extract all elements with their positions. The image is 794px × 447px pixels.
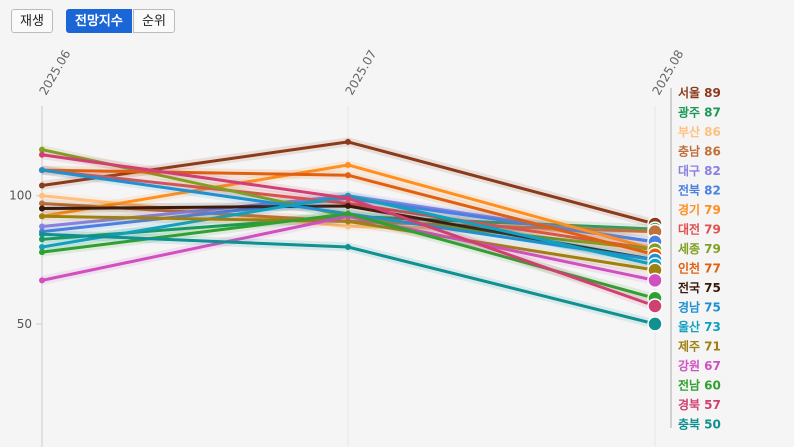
legend-value: 89: [704, 86, 721, 100]
point: [345, 244, 351, 251]
end-point: [647, 272, 663, 289]
legend-name: 전국: [678, 280, 700, 295]
legend-value: 79: [704, 203, 721, 217]
legend-value: 77: [704, 262, 721, 276]
legend-name: 대전: [678, 222, 700, 237]
legend-value: 57: [704, 398, 721, 412]
legend-name: 충북: [678, 417, 700, 432]
point: [39, 277, 45, 284]
legend-value: 79: [704, 242, 721, 256]
legend-name: 제주: [678, 340, 700, 354]
legend-label: 전북 82: [678, 183, 721, 198]
point: [39, 236, 45, 243]
legend-name: 강원: [678, 359, 700, 373]
legend-label: 광주 87: [678, 105, 721, 120]
legend-value: 87: [704, 106, 721, 120]
point: [39, 231, 45, 238]
y-tick-label: 50: [17, 317, 32, 331]
point: [345, 223, 351, 230]
legend-label: 세종 79: [678, 241, 721, 256]
legend-value: 86: [704, 125, 721, 139]
point: [345, 210, 351, 217]
legend-label: 경남 75: [678, 300, 721, 315]
legend-name: 부산: [678, 124, 700, 139]
legend-name: 충남: [678, 144, 700, 159]
legend-label: 충북 50: [678, 417, 721, 432]
point: [39, 205, 45, 212]
play-button[interactable]: 재생: [11, 9, 53, 33]
x-tick-label: 2025.06: [36, 48, 73, 98]
point: [39, 213, 45, 220]
y-tick-label: 100: [9, 189, 32, 203]
legend-value: 82: [704, 184, 721, 198]
legend-label: 대전 79: [678, 222, 721, 237]
legend-label: 경북 57: [678, 398, 721, 412]
legend-value: 75: [704, 301, 721, 315]
legend-name: 경기: [678, 202, 700, 217]
point: [39, 182, 45, 189]
x-tick-label: 2025.07: [342, 48, 379, 98]
point: [39, 249, 45, 256]
legend-name: 전북: [678, 183, 700, 198]
tab-rank[interactable]: 순위: [133, 9, 175, 33]
legend-name: 인천: [678, 261, 700, 276]
legend-label: 대구 82: [678, 164, 721, 178]
point: [345, 195, 351, 202]
legend-value: 79: [704, 223, 721, 237]
legend-label: 부산 86: [678, 124, 721, 139]
legend-value: 82: [704, 164, 721, 178]
legend-name: 울산: [678, 319, 700, 334]
legend-name: 경남: [678, 300, 700, 315]
point: [39, 200, 45, 207]
legend-name: 전남: [678, 378, 700, 393]
end-point: [647, 298, 663, 314]
legend-name: 세종: [678, 241, 700, 256]
legend-name: 서울: [678, 85, 700, 100]
point: [345, 172, 351, 179]
point: [39, 167, 45, 174]
point: [39, 146, 45, 153]
point: [39, 244, 45, 251]
end-point: [647, 316, 663, 332]
legend-label: 강원 67: [678, 359, 721, 373]
legend-label: 울산 73: [678, 319, 721, 334]
legend-label: 제주 71: [678, 340, 721, 354]
point: [39, 223, 45, 230]
legend-label: 전남 60: [678, 378, 721, 393]
point: [345, 138, 351, 145]
legend-value: 73: [704, 320, 721, 334]
legend-value: 75: [704, 281, 721, 295]
legend-name: 경북: [678, 398, 700, 412]
legend-name: 광주: [678, 105, 700, 120]
legend-label: 경기 79: [678, 202, 721, 217]
legend-value: 67: [704, 359, 721, 373]
point: [345, 161, 351, 168]
legend-value: 60: [704, 379, 721, 393]
legend-label: 서울 89: [678, 85, 721, 100]
point: [39, 151, 45, 158]
legend-label: 전국 75: [678, 280, 721, 295]
legend-value: 71: [704, 340, 721, 354]
point: [39, 192, 45, 199]
tab-index[interactable]: 전망지수: [66, 9, 132, 33]
legend-label: 인천 77: [678, 261, 721, 276]
legend-value: 50: [704, 418, 721, 432]
legend-name: 대구: [678, 164, 700, 178]
legend-label: 충남 86: [678, 144, 721, 159]
point: [345, 202, 351, 209]
point: [345, 218, 351, 225]
legend-value: 86: [704, 145, 721, 159]
